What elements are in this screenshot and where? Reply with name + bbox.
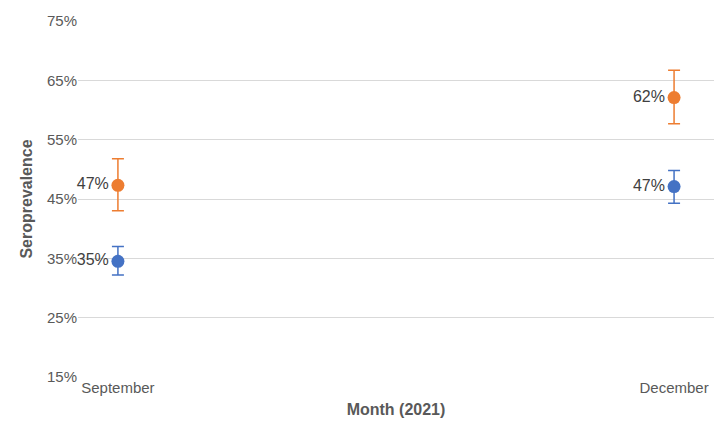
svg-text:47%: 47% [77, 175, 109, 192]
svg-text:Month (2021): Month (2021) [347, 401, 446, 418]
svg-text:Seroprevalence: Seroprevalence [18, 139, 35, 258]
svg-text:45%: 45% [47, 190, 77, 207]
svg-text:35%: 35% [77, 251, 109, 268]
svg-text:65%: 65% [47, 72, 77, 89]
svg-text:47%: 47% [633, 177, 665, 194]
svg-text:35%: 35% [47, 250, 77, 267]
svg-text:25%: 25% [47, 309, 77, 326]
svg-text:62%: 62% [633, 88, 665, 105]
svg-text:September: September [81, 379, 154, 396]
svg-text:15%: 15% [47, 368, 77, 385]
svg-text:55%: 55% [47, 131, 77, 148]
svg-text:December: December [639, 379, 708, 396]
svg-text:75%: 75% [47, 12, 77, 29]
